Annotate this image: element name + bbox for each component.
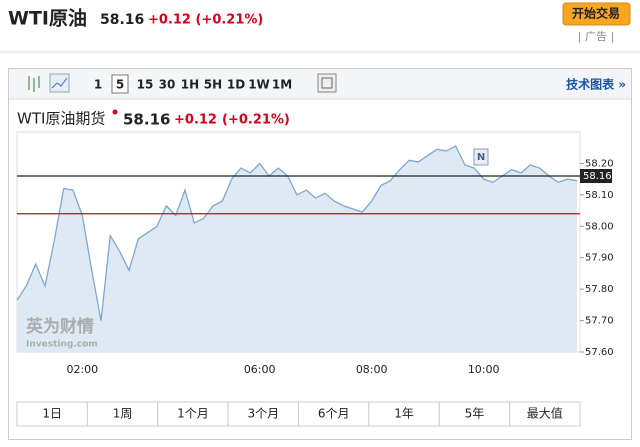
chart-title: WTI原油期货 bbox=[17, 110, 105, 128]
live-dot bbox=[112, 109, 118, 115]
range-button[interactable] bbox=[86, 401, 159, 427]
news-marker[interactable] bbox=[473, 148, 489, 166]
x-tick-label: 02:00 bbox=[66, 363, 98, 376]
interval-selected bbox=[111, 74, 129, 94]
trade-button[interactable] bbox=[562, 2, 631, 26]
range-button[interactable] bbox=[16, 401, 88, 427]
interval-button[interactable]: 15 bbox=[137, 78, 154, 92]
watermark-sub: Investing.com bbox=[26, 340, 98, 350]
settings-icon[interactable] bbox=[317, 73, 337, 93]
range-label[interactable]: 5年 bbox=[465, 407, 485, 421]
interval-button[interactable]: 1H bbox=[181, 78, 199, 92]
range-button[interactable] bbox=[438, 401, 511, 427]
candle-icon[interactable] bbox=[28, 76, 40, 92]
reference-label-box bbox=[580, 169, 612, 183]
range-label[interactable]: 1周 bbox=[113, 407, 133, 421]
range-label[interactable]: 最大值 bbox=[527, 406, 563, 421]
line-icon-glyph bbox=[51, 77, 68, 89]
chart-change: +0.12 bbox=[174, 113, 217, 128]
y-tick-label: 58.10 bbox=[585, 190, 614, 201]
interval-button[interactable]: 1M bbox=[272, 78, 292, 92]
y-tick-label: 58.00 bbox=[585, 221, 614, 232]
chart-change-pct: (+0.21%) bbox=[222, 113, 290, 128]
range-button[interactable] bbox=[368, 401, 440, 427]
interval-button[interactable]: 30 bbox=[159, 78, 176, 92]
news-marker-label[interactable]: N bbox=[477, 152, 485, 163]
interval-button[interactable]: 1 bbox=[94, 78, 102, 92]
interval-button[interactable]: 1D bbox=[227, 78, 245, 92]
ad-label: | 广告 | bbox=[578, 30, 614, 43]
x-tick-label: 06:00 bbox=[244, 363, 276, 376]
reference-label: 58.16 bbox=[583, 171, 612, 182]
range-label[interactable]: 1年 bbox=[394, 407, 414, 421]
x-tick-label: 08:00 bbox=[356, 363, 388, 376]
y-tick-label: 57.90 bbox=[585, 253, 614, 264]
range-button[interactable] bbox=[298, 401, 370, 427]
range-button[interactable] bbox=[509, 401, 581, 427]
change: +0.12 (+0.21%) bbox=[148, 13, 263, 28]
tech-chart-link[interactable]: 技术图表 » bbox=[566, 77, 626, 92]
interval-button[interactable]: 5H bbox=[204, 78, 222, 92]
y-tick-label: 57.70 bbox=[585, 316, 614, 327]
watermark: 英为财情 bbox=[26, 316, 94, 337]
y-tick-label: 57.80 bbox=[585, 284, 614, 295]
y-tick-label: 58.20 bbox=[585, 158, 614, 169]
settings-icon-glyph bbox=[321, 77, 333, 89]
chart-price: 58.16 bbox=[123, 111, 170, 129]
interval-button[interactable]: 1W bbox=[248, 78, 270, 92]
x-tick-label: 10:00 bbox=[468, 363, 500, 376]
line-icon[interactable] bbox=[49, 73, 70, 93]
range-label[interactable]: 6个月 bbox=[318, 407, 350, 421]
range-label[interactable]: 1日 bbox=[42, 407, 62, 421]
instrument-title: WTI原油 bbox=[8, 8, 87, 30]
area bbox=[17, 146, 577, 352]
interval-button[interactable]: 5 bbox=[116, 78, 124, 92]
range-label[interactable]: 1个月 bbox=[177, 407, 209, 421]
range-button[interactable] bbox=[157, 401, 229, 427]
price: 58.16 bbox=[100, 12, 144, 28]
y-tick-label: 57.60 bbox=[585, 347, 614, 358]
price-line bbox=[16, 145, 578, 321]
range-label[interactable]: 3个月 bbox=[247, 407, 279, 421]
trade-button-label[interactable]: 开始交易 bbox=[572, 6, 620, 21]
